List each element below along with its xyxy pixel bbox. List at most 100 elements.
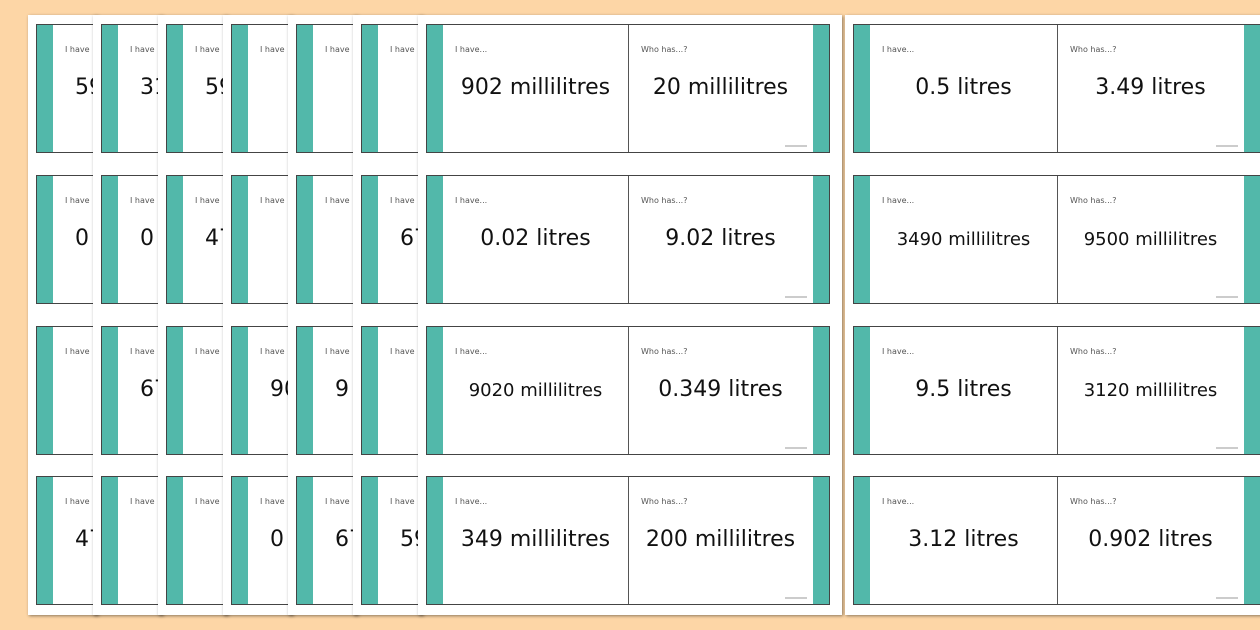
who-has-value: 9500 millilitres	[1083, 229, 1218, 250]
card-divider	[628, 327, 629, 454]
card-value: 59	[400, 527, 423, 552]
loop-card: I have 59	[361, 476, 423, 605]
card-strip	[362, 25, 378, 152]
who-has-label: Who has...?	[1070, 45, 1117, 54]
loop-card: I have... 9.5 litres Who has...? 3120 milli…	[853, 326, 1260, 455]
card-strip	[167, 327, 183, 454]
card-value: 67	[400, 226, 423, 251]
card-strip-left	[427, 477, 443, 604]
loop-card: I have... 902 millilitres Who has...? 20 mi…	[426, 24, 830, 153]
card-strip-left	[427, 25, 443, 152]
card-strip-left	[427, 327, 443, 454]
card-strip-left	[854, 176, 870, 303]
i-have-half: I have... 3.12 litres	[870, 477, 1057, 604]
back-page: I have 59 I have 47 I have I have	[158, 15, 228, 615]
i-have-half: I have... 902 millilitres	[443, 25, 628, 152]
card-label: I have	[260, 196, 285, 205]
who-has-label: Who has...?	[641, 347, 688, 356]
who-has-half: Who has...? 9500 millilitres	[1058, 176, 1243, 303]
i-have-half: I have... 349 millilitres	[443, 477, 628, 604]
card-strip	[232, 25, 248, 152]
who-has-value: 200 millilitres	[645, 527, 796, 552]
card-strip-right	[813, 25, 829, 152]
loop-card: I have 47	[166, 175, 228, 304]
card-label: I have	[195, 347, 220, 356]
card-strip	[297, 176, 313, 303]
i-have-half: I have... 0.5 litres	[870, 25, 1057, 152]
i-have-value: 349 millilitres	[460, 527, 611, 552]
who-has-label: Who has...?	[1070, 347, 1117, 356]
who-has-half: Who has...? 3.49 litres	[1058, 25, 1243, 152]
who-has-half: Who has...? 200 millilitres	[629, 477, 812, 604]
card-label: I have	[65, 347, 90, 356]
card-label: I have	[65, 497, 90, 506]
card-strip	[37, 176, 53, 303]
front-page: I have... 902 millilitres Who has...? 20 mi…	[418, 15, 842, 615]
card-label: I have	[130, 347, 155, 356]
card-divider	[628, 477, 629, 604]
i-have-half: I have... 3490 millilitres	[870, 176, 1057, 303]
card-label: I have	[325, 196, 350, 205]
i-have-half: I have... 0.02 litres	[443, 176, 628, 303]
footer-mark	[785, 597, 807, 599]
loop-card: I have	[296, 175, 358, 304]
card-label: I have	[65, 196, 90, 205]
card-value: 59	[205, 75, 228, 100]
who-has-value: 3.49 litres	[1095, 75, 1206, 100]
card-label: I have	[325, 497, 350, 506]
i-have-label: I have...	[882, 497, 915, 506]
footer-mark	[785, 447, 807, 449]
loop-card: I have 59	[166, 24, 228, 153]
card-divider	[1057, 327, 1058, 454]
card-label: I have	[325, 347, 350, 356]
loop-card: I have... 0.02 litres Who has...? 9.02 litr…	[426, 175, 830, 304]
loop-card: I have 31	[101, 24, 163, 153]
card-value: 0	[270, 527, 284, 552]
i-have-value: 902 millilitres	[460, 75, 611, 100]
loop-card: I have 0	[101, 175, 163, 304]
i-have-value: 0.5 litres	[915, 75, 1012, 100]
loop-card: I have	[231, 24, 293, 153]
card-strip-right	[813, 327, 829, 454]
who-has-half: Who has...? 9.02 litres	[629, 176, 812, 303]
i-have-value: 3490 millilitres	[896, 229, 1031, 250]
card-strip	[102, 25, 118, 152]
card-value: 31	[140, 75, 163, 100]
i-have-label: I have...	[455, 347, 488, 356]
i-have-label: I have...	[882, 196, 915, 205]
loop-card: I have 9	[296, 326, 358, 455]
back-page: I have I have I have 90 I have 0	[223, 15, 293, 615]
card-strip	[167, 176, 183, 303]
card-value: 0	[140, 226, 154, 251]
who-has-value: 0.349 litres	[658, 377, 783, 402]
card-strip	[167, 477, 183, 604]
card-label: I have	[390, 196, 415, 205]
i-have-half: I have... 9.5 litres	[870, 327, 1057, 454]
who-has-half: Who has...? 20 millilitres	[629, 25, 812, 152]
card-strip	[362, 176, 378, 303]
card-divider	[628, 176, 629, 303]
back-page: I have I have 67 I have I have 59	[353, 15, 423, 615]
loop-card: I have	[231, 175, 293, 304]
card-strip-left	[854, 25, 870, 152]
loop-card: I have... 3490 millilitres Who has...? 9500…	[853, 175, 1260, 304]
card-divider	[1057, 176, 1058, 303]
loop-card: I have 90	[231, 326, 293, 455]
card-label: I have	[195, 196, 220, 205]
card-strip-left	[854, 327, 870, 454]
i-have-label: I have...	[882, 45, 915, 54]
loop-card: I have 47	[36, 476, 98, 605]
loop-card: I have	[166, 476, 228, 605]
card-strip-left	[854, 477, 870, 604]
loop-card: I have	[36, 326, 98, 455]
card-label: I have	[195, 497, 220, 506]
i-have-value: 9.5 litres	[915, 377, 1012, 402]
i-have-value: 9020 millilitres	[468, 380, 603, 401]
card-label: I have	[260, 497, 285, 506]
loop-card: I have	[166, 326, 228, 455]
card-strip-right	[1244, 25, 1260, 152]
i-have-label: I have...	[455, 45, 488, 54]
card-label: I have	[195, 45, 220, 54]
back-page: I have 59 I have 0 I have I have 47	[28, 15, 98, 615]
card-strip	[102, 477, 118, 604]
